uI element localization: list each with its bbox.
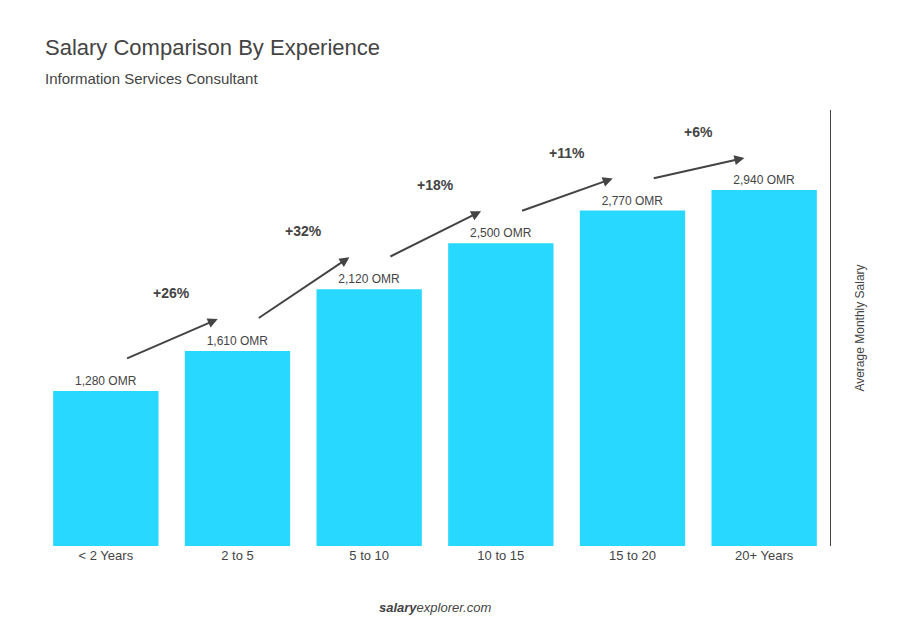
svg-text:Average Monthly Salary: Average Monthly Salary	[853, 264, 867, 391]
svg-text:+11%: +11%	[549, 145, 585, 161]
svg-text:2,770 OMR: 2,770 OMR	[602, 194, 664, 208]
svg-text:1,280 OMR: 1,280 OMR	[75, 374, 137, 388]
svg-text:2,500 OMR: 2,500 OMR	[470, 226, 532, 240]
svg-text:Information Services Consultan: Information Services Consultant	[45, 70, 258, 87]
svg-text:< 2 Years: < 2 Years	[79, 548, 134, 563]
svg-text:2,120 OMR: 2,120 OMR	[338, 272, 400, 286]
svg-text:salaryexplorer.com: salaryexplorer.com	[379, 600, 491, 615]
svg-text:1,610 OMR: 1,610 OMR	[207, 334, 269, 348]
svg-text:15 to 20: 15 to 20	[609, 548, 656, 563]
svg-text:Salary Comparison By Experienc: Salary Comparison By Experience	[45, 35, 380, 60]
svg-text:+26%: +26%	[153, 285, 190, 301]
svg-text:20+ Years: 20+ Years	[735, 548, 794, 563]
svg-text:5 to 10: 5 to 10	[349, 548, 389, 563]
svg-text:10 to 15: 10 to 15	[477, 548, 524, 563]
svg-text:+6%: +6%	[684, 124, 713, 140]
svg-text:2,940 OMR: 2,940 OMR	[733, 173, 795, 187]
svg-text:2 to 5: 2 to 5	[221, 548, 254, 563]
svg-text:+18%: +18%	[417, 177, 454, 193]
svg-text:+32%: +32%	[285, 223, 322, 239]
